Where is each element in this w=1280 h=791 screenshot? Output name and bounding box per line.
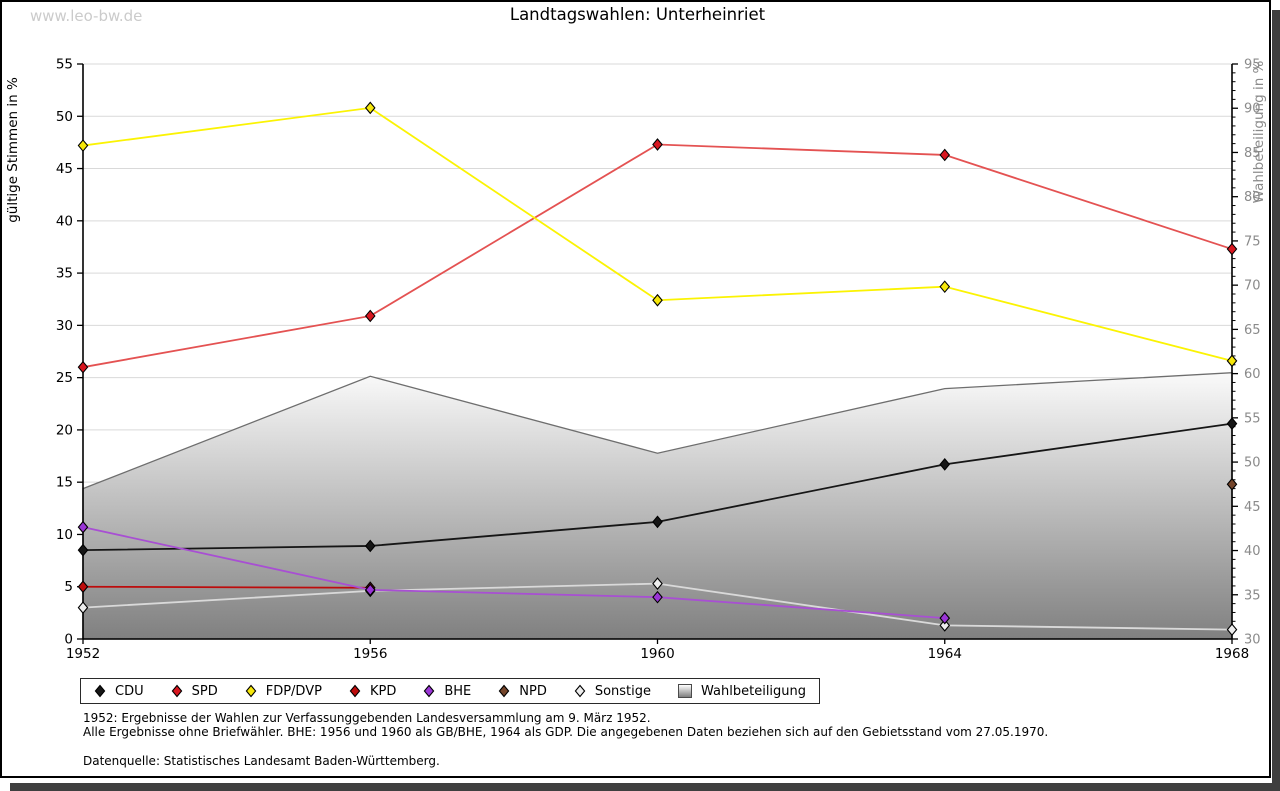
series-fdp [77,101,1238,368]
series-npd [1226,477,1238,491]
svg-text:50: 50 [1244,456,1261,471]
legend-swatch-npd [498,684,510,698]
legend-label-fdp: FDP/DVP [265,683,322,699]
svg-text:85: 85 [1244,146,1261,161]
legend-item-fdp: FDP/DVP [245,684,322,699]
svg-text:65: 65 [1244,323,1261,338]
svg-text:70: 70 [1244,279,1261,294]
svg-text:80: 80 [1244,190,1261,205]
svg-text:50: 50 [56,109,73,125]
election-results-chart: 0 5 10 15 20 25 30 35 40 45 50 55 30 35 40 45 50 55 60 65 70… [5,57,1267,663]
svg-text:40: 40 [1244,544,1261,559]
footnote-line-2: Alle Ergebnisse ohne Briefwähler. BHE: 1… [83,725,1049,739]
legend-label-sonstige: Sonstige [594,683,652,699]
svg-text:10: 10 [56,527,73,543]
legend-swatch-wahlbeteiligung [678,684,693,698]
legend-item-kpd: KPD [349,684,396,699]
legend-item-wahlbeteiligung: Wahlbeteiligung [678,684,806,699]
svg-text:1952: 1952 [66,646,100,662]
window-shadow-bottom [10,783,1280,791]
svg-text:95: 95 [1244,58,1261,73]
legend-label-npd: NPD [519,683,547,699]
chart-window-frame: www.leo-bw.de Landtagswahlen: Unterheinr… [0,0,1271,778]
legend-label-spd: SPD [191,683,218,699]
legend-item-bhe: BHE [423,684,471,699]
footnotes: 1952: Ergebnisse der Wahlen zur Verfassu… [83,711,1048,768]
legend-swatch-fdp [245,684,257,698]
axes: 0 5 10 15 20 25 30 35 40 45 50 55 30 35 40 45 50 55 60 65 70… [5,57,1267,663]
svg-text:45: 45 [1244,500,1261,515]
page-title: Landtagswahlen: Unterheinriet [509,5,766,24]
footnote-line-1: 1952: Ergebnisse der Wahlen zur Verfassu… [83,711,651,725]
legend-item-spd: SPD [171,684,218,699]
legend-label-kpd: KPD [369,683,397,699]
svg-text:60: 60 [1244,367,1261,382]
series-cdu [77,417,1238,557]
svg-text:90: 90 [1244,102,1261,117]
legend-label-wahlbeteiligung: Wahlbeteiligung [701,683,807,699]
right-axis-title: Wahlbeteiligung in % [1251,60,1267,203]
svg-text:55: 55 [56,57,73,73]
svg-text:45: 45 [56,161,73,177]
svg-text:25: 25 [56,370,73,386]
legend-swatch-cdu [94,684,106,698]
watermark: www.leo-bw.de [30,7,143,25]
svg-text:1956: 1956 [353,646,387,662]
svg-text:15: 15 [56,475,73,491]
svg-text:0: 0 [64,632,73,648]
window-shadow-right [1272,10,1280,791]
chart-legend: CDU SPD FDP/DVP KPD BHE NPD Sonstige Wahlbeteil… [80,678,821,704]
svg-text:1960: 1960 [640,646,674,662]
series-bhe [77,520,951,625]
svg-text:20: 20 [56,422,73,438]
svg-text:1964: 1964 [928,646,962,662]
legend-swatch-bhe [424,684,435,698]
legend-label-bhe: BHE [444,683,472,699]
svg-text:30: 30 [56,318,73,334]
legend-swatch-sonstige [574,684,586,698]
svg-text:5: 5 [64,579,73,595]
svg-text:55: 55 [1244,411,1261,426]
legend-label-cdu: CDU [115,683,144,699]
legend-item-sonstige: Sonstige [574,684,651,699]
svg-text:35: 35 [56,266,73,282]
left-axis-title: gültige Stimmen in % [5,77,21,223]
svg-text:1968: 1968 [1215,646,1249,662]
legend-item-npd: NPD [498,684,547,699]
legend-item-cdu: CDU [94,684,144,699]
svg-text:35: 35 [1244,588,1261,603]
svg-text:30: 30 [1244,633,1261,648]
legend-swatch-kpd [349,684,361,698]
series-spd [77,138,1238,374]
svg-text:40: 40 [56,213,73,229]
svg-text:75: 75 [1244,234,1261,249]
legend-swatch-spd [171,684,182,698]
footnote-source: Datenquelle: Statistisches Landesamt Bad… [83,754,440,768]
